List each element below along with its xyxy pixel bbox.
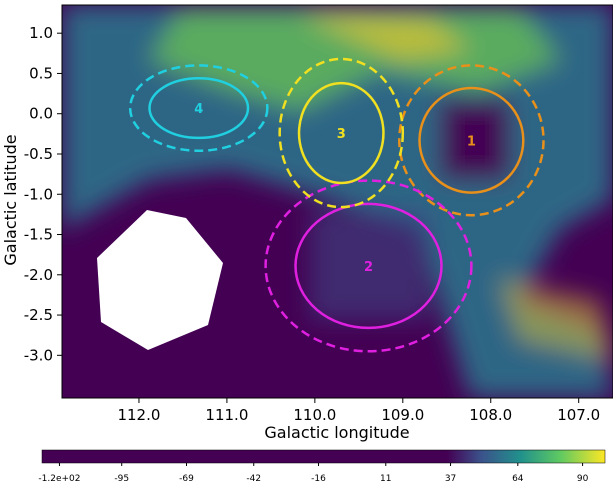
- chart: Galactic longitude Galactic latitude 112…: [0, 0, 613, 486]
- y-tick-label: 0.0: [29, 105, 53, 123]
- region-label: 4: [194, 102, 203, 117]
- colorbar-tick-label: -16: [311, 474, 326, 484]
- y-axis-label: Galactic latitude: [1, 134, 20, 265]
- colorbar-tick-label: 64: [512, 474, 524, 484]
- colorbar-tick-label: -42: [246, 474, 261, 484]
- x-axis-label: Galactic longitude: [264, 423, 409, 442]
- region-label: 3: [337, 127, 346, 142]
- colorbar-tick-label: -1.2e+02: [38, 474, 80, 484]
- y-tick-label: -0.5: [24, 145, 53, 163]
- y-tick-label: -1.5: [24, 226, 53, 244]
- y-tick-label: 0.5: [29, 64, 53, 82]
- colorbar-tick-label: 11: [380, 474, 391, 484]
- x-tick-label: 109.0: [381, 406, 424, 424]
- colorbar-tick-label: 90: [577, 474, 589, 484]
- y-tick-label: -2.5: [24, 306, 53, 324]
- x-tick-label: 107.0: [557, 406, 600, 424]
- x-tick-label: 111.0: [205, 406, 248, 424]
- colorbar-tick-label: 37: [445, 474, 456, 484]
- x-tick-label: 108.0: [469, 406, 512, 424]
- colorbar: [42, 450, 605, 463]
- page: {"chart_data": {"type": "image", "x_labe…: [0, 0, 613, 486]
- region-label: 1: [467, 134, 476, 149]
- y-tick-label: -1.0: [24, 185, 53, 203]
- x-tick-label: 110.0: [293, 406, 336, 424]
- colorbar-tick-label: -69: [179, 474, 194, 484]
- y-tick-label: -2.0: [24, 266, 53, 284]
- region-label: 2: [364, 260, 373, 275]
- y-tick-label: 1.0: [29, 24, 53, 42]
- y-tick-label: -3.0: [24, 346, 53, 364]
- image: [62, 5, 613, 398]
- x-tick-label: 112.0: [117, 406, 160, 424]
- colorbar-tick-label: -95: [114, 474, 129, 484]
